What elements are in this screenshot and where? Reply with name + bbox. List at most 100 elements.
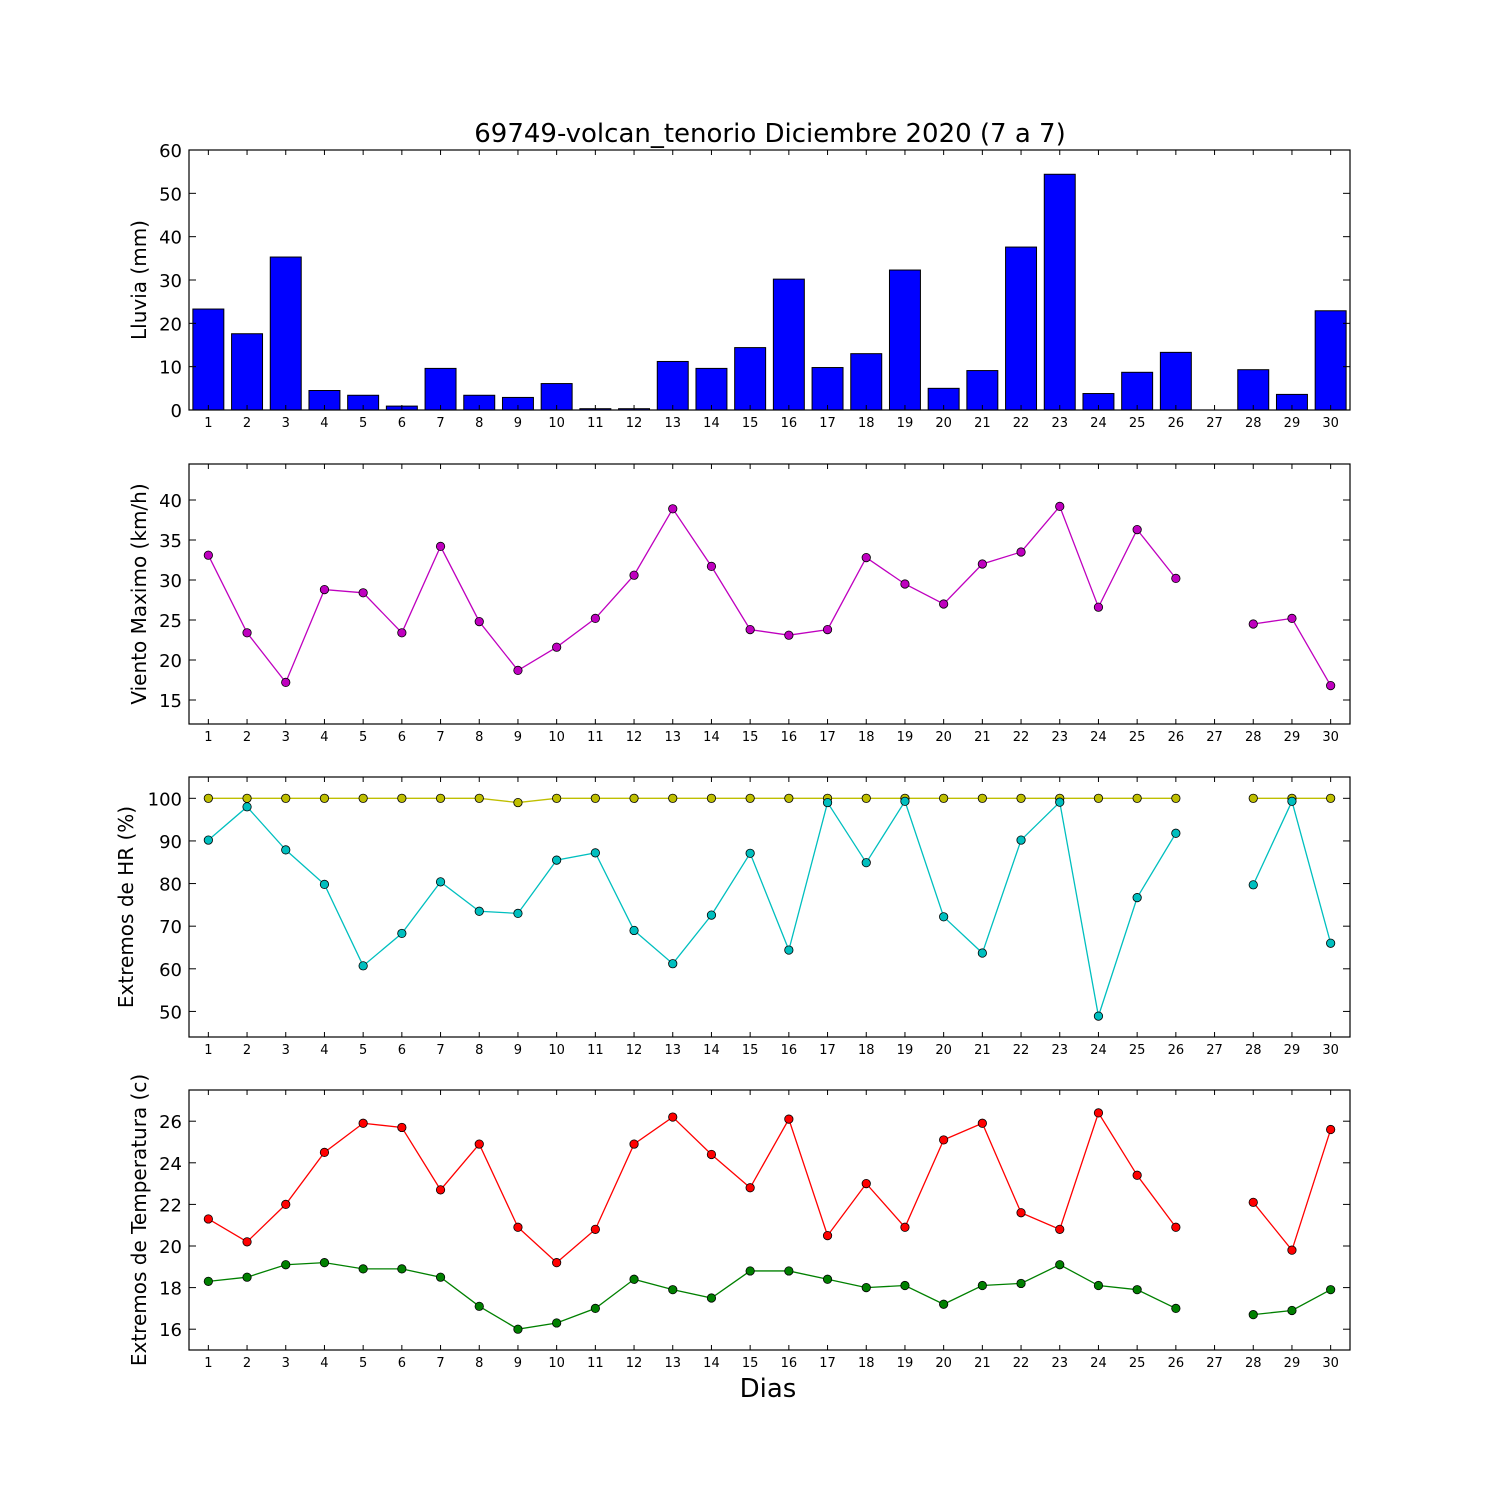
rainfall-y-tick-label: 20	[159, 314, 182, 335]
rainfall-x-tick-label: 5	[359, 416, 367, 431]
wind-x-tick-label: 5	[359, 730, 367, 745]
wind-series-1-point	[1326, 680, 1336, 691]
rainfall-y-axis-label: Lluvia (mm)	[127, 220, 151, 340]
wind-series-1-point	[977, 559, 987, 569]
temperature-series-1-line	[208, 1111, 1177, 1264]
wind-x-tick-label: 30	[1322, 730, 1339, 745]
rainfall-x-tick-label: 12	[626, 416, 643, 431]
wind-series-1-point	[319, 584, 330, 595]
temperature-series-1-point	[1093, 1108, 1104, 1118]
temperature-panel: Extremos de Temperatura (c) 1618202224261…	[127, 1074, 1351, 1371]
rainfall-x-tick-label: 15	[742, 416, 759, 431]
wind-x-tick-label: 26	[1168, 730, 1185, 745]
humidity-axes-frame	[188, 776, 1351, 1038]
humidity-x-tick-label: 17	[819, 1043, 836, 1058]
humidity-series-2-point	[745, 848, 755, 858]
rainfall-bar	[888, 269, 921, 411]
temperature-series-1-point	[900, 1222, 910, 1232]
temperature-series-1-point	[358, 1118, 368, 1128]
humidity-x-tick-label: 3	[282, 1043, 290, 1058]
temperature-series-2-point	[358, 1264, 368, 1274]
humidity-series-2-point	[784, 945, 794, 955]
humidity-x-tick-label: 13	[664, 1043, 681, 1058]
rainfall-x-tick-label: 29	[1284, 416, 1301, 431]
rainfall-x-tick-label: 18	[858, 416, 875, 431]
rainfall-x-tick-label: 3	[282, 416, 290, 431]
humidity-x-tick-label: 23	[1051, 1043, 1068, 1058]
rainfall-bar	[1159, 351, 1192, 411]
humidity-series-2-point	[1132, 893, 1142, 903]
humidity-x-tick-label: 20	[935, 1043, 952, 1058]
rainfall-x-tick-label: 14	[703, 416, 720, 431]
wind-series-1-point	[513, 665, 523, 676]
rainfall-x-tick-label: 27	[1206, 416, 1223, 431]
temperature-y-tick-label: 20	[159, 1237, 182, 1258]
rainfall-bar	[850, 353, 883, 411]
humidity-series-1-point	[203, 793, 213, 803]
temperature-series-1-point	[435, 1185, 446, 1195]
temperature-series-2-point	[745, 1266, 755, 1276]
temperature-series-1-point	[1326, 1124, 1336, 1135]
wind-series-1-point	[745, 624, 755, 635]
rainfall-x-tick-label: 21	[974, 416, 991, 431]
temperature-series-1-point	[668, 1112, 678, 1122]
temperature-series-2-point	[1326, 1285, 1336, 1295]
humidity-x-tick-label: 25	[1129, 1043, 1146, 1058]
humidity-series-2-point	[1287, 796, 1297, 806]
humidity-x-tick-label: 15	[742, 1043, 759, 1058]
wind-y-tick-label: 25	[159, 611, 182, 632]
humidity-x-tick-label: 7	[436, 1043, 444, 1058]
humidity-x-tick-label: 4	[320, 1043, 328, 1058]
humidity-series-2-point	[590, 848, 600, 858]
wind-series-1-point	[1248, 619, 1258, 629]
humidity-series-1-point	[435, 793, 446, 803]
temperature-x-tick-label: 27	[1206, 1356, 1223, 1371]
rainfall-y-tick-label: 0	[171, 401, 182, 422]
rainfall-bar	[231, 333, 264, 411]
temperature-y-tick-label: 24	[159, 1154, 182, 1175]
temperature-series-2-point	[1055, 1260, 1065, 1270]
wind-series-1-point	[1132, 524, 1142, 535]
rainfall-bar	[1005, 246, 1038, 411]
temperature-y-tick-label: 22	[159, 1195, 182, 1216]
temperature-y-tick-label: 16	[159, 1320, 182, 1341]
humidity-series-2-point	[706, 910, 717, 920]
temperature-series-1-point	[1016, 1208, 1026, 1218]
humidity-series-2-point	[358, 961, 368, 971]
humidity-series-2-point	[1326, 938, 1336, 948]
x-axis-label: Dias	[740, 1374, 797, 1404]
rainfall-x-tick-label: 24	[1090, 416, 1107, 431]
wind-series-1-point	[435, 541, 446, 552]
temperature-x-tick-label: 17	[819, 1356, 836, 1371]
humidity-series-2-point	[629, 925, 639, 936]
temperature-series-1-point	[1132, 1170, 1142, 1180]
temperature-series-1-point	[1055, 1224, 1065, 1234]
humidity-x-tick-label: 5	[359, 1043, 367, 1058]
temperature-x-tick-label: 13	[664, 1356, 681, 1371]
wind-series-1-point	[861, 552, 871, 563]
temperature-series-2-point	[939, 1299, 949, 1309]
rainfall-bar	[734, 347, 767, 411]
rainfall-x-tick-label: 2	[243, 416, 251, 431]
wind-y-axis-label: Viento Maximo (km/h)	[127, 483, 151, 704]
temperature-series-1-point	[513, 1222, 523, 1232]
humidity-series-1-point	[668, 793, 678, 803]
rainfall-bar	[1314, 310, 1347, 411]
humidity-y-tick-label: 80	[159, 875, 182, 896]
humidity-series-1-point	[513, 797, 523, 808]
temperature-series-1-point	[552, 1258, 562, 1268]
humidity-series-1-point	[745, 793, 755, 803]
temperature-x-tick-label: 25	[1129, 1356, 1146, 1371]
humidity-y-tick-label: 60	[159, 960, 182, 981]
humidity-x-tick-label: 8	[475, 1043, 483, 1058]
temperature-series-2-point	[242, 1272, 252, 1282]
humidity-y-tick-label: 50	[159, 1002, 182, 1023]
wind-x-tick-label: 3	[282, 730, 290, 745]
wind-x-tick-label: 8	[475, 730, 483, 745]
rainfall-x-tick-label: 16	[781, 416, 798, 431]
humidity-x-tick-label: 10	[548, 1043, 565, 1058]
temperature-x-tick-label: 10	[548, 1356, 565, 1371]
temperature-x-tick-label: 23	[1051, 1356, 1068, 1371]
humidity-x-tick-label: 6	[398, 1043, 406, 1058]
